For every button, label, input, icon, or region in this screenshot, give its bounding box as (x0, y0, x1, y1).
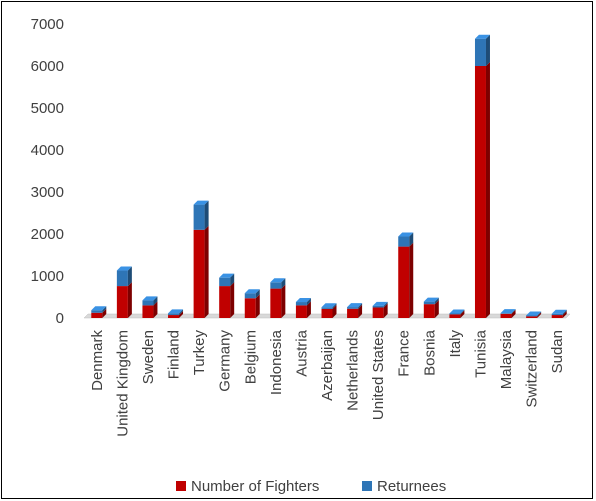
bar-segment-fighters (474, 62, 490, 318)
x-category-label: Italy (447, 330, 464, 358)
bar-segment-returnees (449, 309, 465, 315)
bar-segment-returnees (295, 298, 311, 306)
bar-segment-fighters (270, 284, 286, 318)
x-category-label: Switzerland (524, 330, 541, 408)
x-category-label: United Kingdom (114, 330, 131, 437)
bar-segment-fighters (500, 309, 516, 318)
bar-segment-returnees (270, 278, 286, 289)
x-category-label: Azerbaijan (319, 330, 336, 401)
bar-segment-fighters (193, 225, 209, 318)
bar-segment-returnees (500, 309, 516, 314)
x-category-label: Germany (217, 330, 234, 392)
y-tick-label: 0 (56, 310, 64, 327)
bar-segment-returnees (168, 309, 184, 316)
bar-segment-fighters (295, 301, 311, 318)
y-tick-label: 7000 (31, 16, 64, 33)
bar-segment-fighters (372, 303, 388, 318)
bar-segment-returnees (398, 232, 414, 247)
bar-segment-returnees (193, 200, 209, 230)
bar-segment-fighters (219, 282, 235, 318)
bar-segment-fighters (551, 311, 567, 318)
y-tick-label: 3000 (31, 184, 64, 201)
bar-segment-fighters (398, 242, 414, 318)
bar-segment-returnees (219, 273, 235, 287)
bar-segment-returnees (116, 266, 132, 287)
y-tick-label: 5000 (31, 100, 64, 117)
legend-label: Number of Fighters (191, 478, 319, 495)
y-tick-label: 1000 (31, 268, 64, 285)
bar-segment-fighters (244, 294, 260, 318)
bar-segment-fighters (91, 308, 107, 318)
bar-segment-fighters (116, 282, 132, 318)
bar-segment-fighters (526, 312, 542, 318)
x-category-label: Sweden (140, 330, 157, 384)
bar-segment-returnees (91, 306, 107, 313)
bar-segment-fighters (142, 301, 158, 318)
bar-segment-fighters (449, 310, 465, 318)
x-category-label: Finland (166, 330, 183, 379)
y-tick-label: 6000 (31, 58, 64, 75)
x-category-label: Turkey (191, 330, 208, 376)
x-category-label: Malaysia (498, 329, 515, 389)
bar-segment-returnees (244, 289, 260, 299)
legend-swatch (176, 481, 186, 491)
bar-segment-returnees (372, 301, 388, 308)
bar-segment-returnees (423, 297, 439, 305)
x-category-label: Tunisia (472, 329, 489, 377)
x-category-label: Indonesia (268, 329, 285, 395)
bar-segment-returnees (526, 311, 542, 317)
bar-segment-returnees (474, 34, 490, 66)
y-tick-label: 4000 (31, 142, 64, 159)
bar-segment-fighters (423, 300, 439, 318)
x-category-label: Sudan (549, 330, 566, 373)
bar-segment-fighters (168, 311, 184, 318)
bar-segment-fighters (321, 304, 337, 318)
x-category-label: Bosnia (421, 329, 438, 376)
bar-segment-returnees (321, 303, 337, 309)
x-category-label: France (396, 330, 413, 377)
legend-swatch (362, 481, 372, 491)
bar-segment-returnees (551, 309, 567, 316)
bar-segment-fighters (347, 304, 363, 318)
x-category-label: Austria (293, 329, 310, 376)
bar-segment-returnees (347, 303, 363, 309)
x-category-label: Denmark (89, 330, 106, 391)
x-category-label: Netherlands (345, 330, 362, 411)
x-category-label: United States (370, 330, 387, 420)
y-tick-label: 2000 (31, 226, 64, 243)
bar-segment-returnees (142, 296, 158, 306)
x-category-label: Belgium (242, 330, 259, 384)
legend-label: Returnees (377, 478, 446, 495)
